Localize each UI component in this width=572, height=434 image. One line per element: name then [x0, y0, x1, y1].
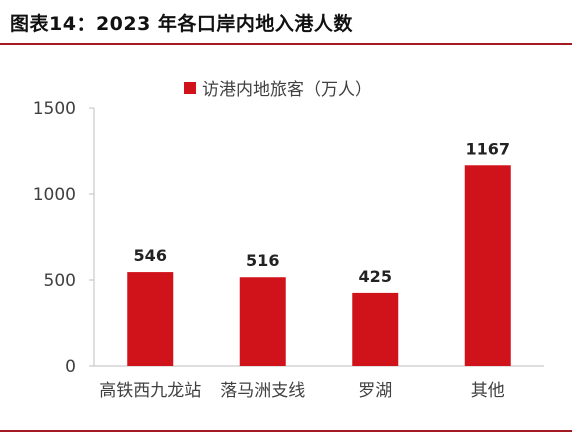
title-rule — [0, 43, 572, 45]
legend-swatch — [184, 82, 196, 94]
legend-label: 访港内地旅客（万人） — [202, 80, 372, 100]
data-label: 546 — [134, 246, 167, 265]
y-tick-label: 500 — [44, 271, 76, 291]
bar — [464, 165, 511, 366]
bar — [352, 292, 399, 366]
bar — [127, 272, 174, 366]
bar — [239, 277, 286, 366]
y-tick-label: 1500 — [33, 99, 76, 119]
figure-title: 图表14：2023 年各口岸内地入港人数 — [10, 13, 353, 35]
x-tick-label: 落马洲支线 — [220, 381, 305, 401]
y-tick-label: 1000 — [33, 185, 76, 205]
data-labels: 546 516 425 1167 — [134, 139, 510, 286]
data-label: 516 — [246, 251, 279, 270]
data-label: 425 — [359, 267, 392, 286]
x-tick-label: 罗湖 — [358, 381, 392, 401]
x-tick-label: 其他 — [471, 381, 505, 401]
bottom-rule — [0, 430, 572, 432]
x-tick-label: 高铁西九龙站 — [99, 381, 201, 401]
data-label: 1167 — [465, 139, 510, 158]
x-axis: 高铁西九龙站 落马洲支线 罗湖 其他 — [94, 365, 544, 401]
figure-header: 图表14：2023 年各口岸内地入港人数 — [0, 0, 572, 45]
legend: 访港内地旅客（万人） — [184, 80, 372, 100]
y-axis: 0 500 1000 1500 — [33, 99, 95, 377]
y-tick-label: 0 — [65, 357, 76, 377]
bars — [127, 165, 511, 366]
